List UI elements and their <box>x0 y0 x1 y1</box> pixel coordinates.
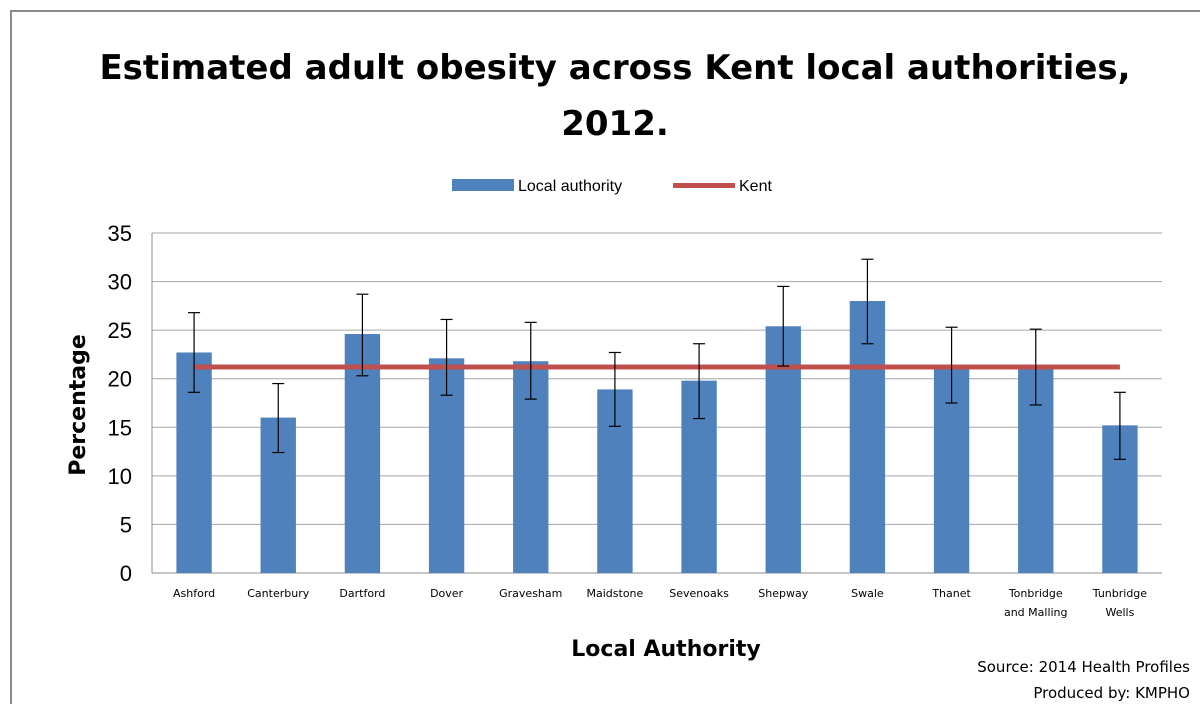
y-tick-label: 25 <box>108 318 132 343</box>
x-axis-label: Local Authority <box>571 637 760 662</box>
chart-title-line-2: 2012. <box>561 104 669 144</box>
y-axis-label: Percentage <box>66 334 91 476</box>
x-tick-label: Dartford <box>339 587 385 600</box>
x-tick-label: Tunbridge <box>1092 587 1148 600</box>
legend-label-kent: Kent <box>739 178 772 195</box>
y-tick-label: 10 <box>108 464 132 489</box>
y-tick-label: 15 <box>108 415 132 440</box>
legend: Local authority Kent <box>452 178 772 195</box>
error-bars <box>188 258 1126 460</box>
x-tick-label: Tonbridge <box>1008 587 1063 600</box>
x-tick-label: and Malling <box>1004 606 1068 619</box>
y-tick-label: 35 <box>108 221 132 246</box>
x-tick-label: Sevenoaks <box>669 587 729 600</box>
y-tick-label: 5 <box>120 512 132 537</box>
source-note: Source: 2014 Health Profiles Produced by… <box>977 654 1190 706</box>
x-tick-label: Wells <box>1105 606 1134 619</box>
gridlines <box>151 232 1162 574</box>
producer-line: Produced by: KMPHO <box>1033 684 1190 702</box>
x-tick-label: Dover <box>430 587 463 600</box>
x-tick-label: Gravesham <box>499 587 562 600</box>
chart-title: Estimated adult obesity across Kent loca… <box>0 40 1200 152</box>
x-tick-labels: Ashford Canterbury Dartford Dover Gravesham M… <box>173 587 1147 619</box>
x-tick-label: Shepway <box>758 587 808 600</box>
x-tick-label: Swale <box>851 587 884 600</box>
x-tick-label: Ashford <box>173 587 215 600</box>
x-tick-label: Maidstone <box>587 587 644 600</box>
y-tick-label: 20 <box>108 367 132 392</box>
source-line: Source: 2014 Health Profiles <box>977 658 1190 676</box>
legend-label-local-authority: Local authority <box>518 178 622 195</box>
x-tick-label: Thanet <box>931 587 971 600</box>
chart-title-line-1: Estimated adult obesity across Kent loca… <box>99 48 1131 88</box>
y-tick-label: 0 <box>120 561 132 586</box>
y-tick-labels: 0 5 10 15 20 25 30 35 <box>108 221 132 586</box>
bar <box>849 301 886 573</box>
bars <box>176 301 1138 573</box>
legend-swatch-local-authority <box>452 179 514 191</box>
x-tick-label: Canterbury <box>247 587 309 600</box>
y-tick-label: 30 <box>108 270 132 295</box>
